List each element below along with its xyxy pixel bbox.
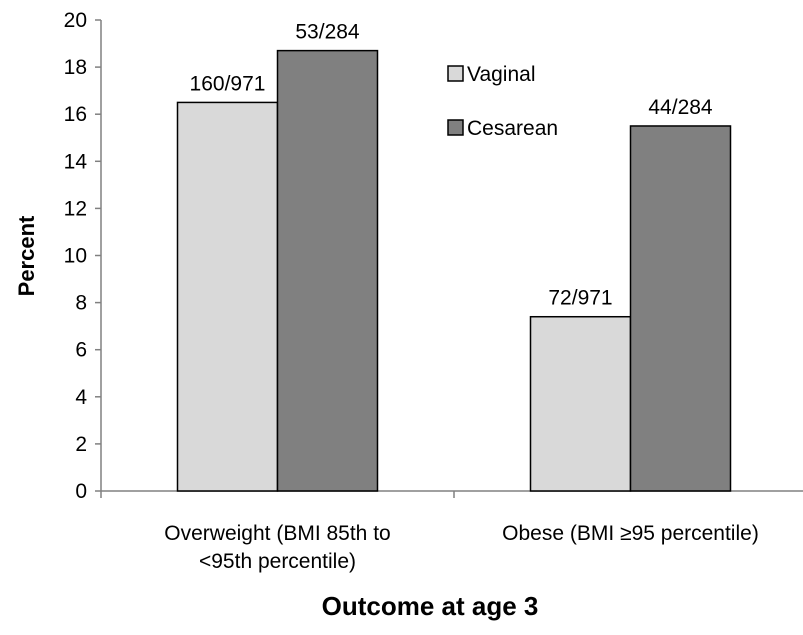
bar-cesarean — [276, 49, 379, 492]
data-labels: 160/971 53/284 72/971 44/284 — [190, 21, 713, 310]
bar-vaginal — [176, 101, 279, 492]
y-tick-label: 6 — [75, 339, 87, 362]
legend: Vaginal Cesarean — [447, 63, 558, 140]
x-category-label: Overweight (BMI 85th to — [164, 522, 390, 545]
y-tick-label: 0 — [75, 480, 87, 503]
bars — [176, 49, 732, 492]
data-label: 44/284 — [648, 96, 713, 119]
y-tick-label: 8 — [75, 292, 87, 315]
x-category-label: <95th percentile) — [199, 550, 356, 573]
data-label: 160/971 — [190, 72, 266, 95]
y-tick-label: 14 — [64, 150, 88, 173]
bar-cesarean — [629, 125, 732, 492]
y-tick-label: 18 — [64, 56, 87, 79]
y-tick-label: 10 — [64, 245, 87, 268]
data-label: 53/284 — [295, 21, 360, 44]
legend-swatch-vaginal — [447, 65, 464, 82]
axes: 0 2 4 6 8 10 12 14 16 18 20 Overweight (BMI 85th to… — [64, 9, 803, 573]
y-tick-label: 4 — [75, 386, 87, 409]
legend-label: Cesarean — [467, 117, 558, 140]
y-tick-label: 20 — [64, 9, 87, 32]
x-axis-title: Outcome at age 3 — [322, 591, 539, 621]
legend-swatch-cesarean — [447, 119, 464, 136]
x-category-label: Obese (BMI ≥95 percentile) — [502, 522, 759, 545]
y-tick-label: 16 — [64, 103, 87, 126]
legend-label: Vaginal — [467, 63, 536, 86]
y-tick-label: 2 — [75, 433, 87, 456]
y-axis-title: Percent — [14, 215, 39, 296]
data-label: 72/971 — [548, 287, 612, 310]
bar-vaginal — [529, 315, 632, 492]
y-tick-label: 12 — [64, 197, 87, 220]
